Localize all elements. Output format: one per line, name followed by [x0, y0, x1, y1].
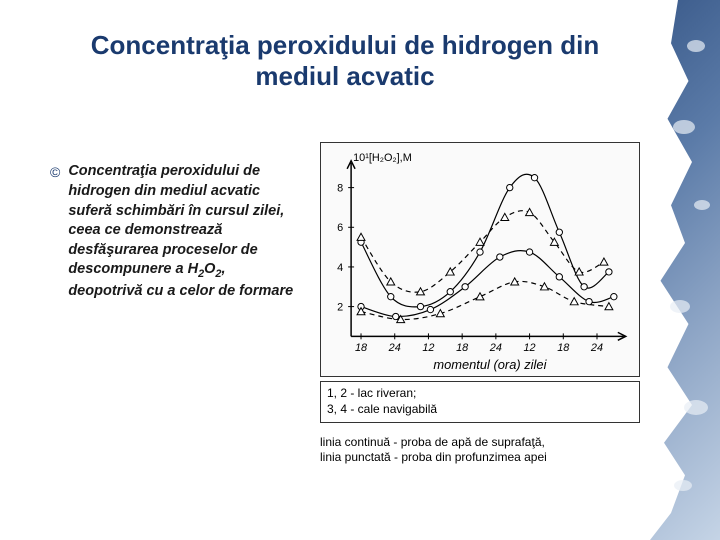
legend1-line1: 1, 2 - lac riveran; [327, 386, 633, 402]
svg-text:24: 24 [489, 343, 502, 355]
chart-ylabel-top: 10¹[H₂O₂],M [353, 152, 412, 164]
svg-text:12: 12 [422, 343, 434, 355]
content-row: © Concentraţia peroxidului de hidrogen d… [50, 142, 640, 465]
bullet-part1: Concentraţia peroxidului de hidrogen din… [68, 163, 284, 277]
svg-text:24: 24 [388, 343, 401, 355]
svg-text:8: 8 [337, 183, 343, 195]
svg-text:6: 6 [337, 223, 343, 235]
svg-text:18: 18 [355, 343, 367, 355]
left-column: © Concentraţia peroxidului de hidrogen d… [50, 142, 300, 301]
svg-text:4: 4 [337, 262, 343, 274]
slide-title: Concentraţia peroxidului de hidrogen din… [80, 30, 610, 92]
slide-container: Concentraţia peroxidului de hidrogen din… [0, 0, 720, 540]
svg-text:18: 18 [456, 343, 468, 355]
chart-xlabel: momentul (ora) zilei [433, 357, 547, 372]
legend2-line2: linia punctată - proba din profunzimea a… [320, 450, 640, 466]
right-column: 10¹[H₂O₂],M 8 6 4 2 18 24 12 18 24 12 18 24 moment… [320, 142, 640, 465]
svg-text:24: 24 [590, 343, 603, 355]
svg-text:18: 18 [557, 343, 569, 355]
legend-box-1: 1, 2 - lac riveran; 3, 4 - cale navigabi… [320, 381, 640, 422]
bullet-mid: O [204, 261, 215, 277]
bullet-marker-icon: © [50, 164, 60, 180]
bullet-item: © Concentraţia peroxidului de hidrogen d… [50, 162, 300, 301]
bullet-text: Concentraţia peroxidului de hidrogen din… [68, 162, 300, 301]
chart-svg: 10¹[H₂O₂],M 8 6 4 2 18 24 12 18 24 12 18 24 moment… [321, 143, 639, 376]
svg-text:2: 2 [337, 302, 343, 314]
legend-box-2: linia continuă - proba de apă de suprafa… [320, 435, 640, 466]
legend1-line2: 3, 4 - cale navigabilă [327, 402, 633, 418]
svg-text:12: 12 [524, 343, 536, 355]
legend2-line1: linia continuă - proba de apă de suprafa… [320, 435, 640, 451]
chart-figure: 10¹[H₂O₂],M 8 6 4 2 18 24 12 18 24 12 18 24 moment… [320, 142, 640, 377]
